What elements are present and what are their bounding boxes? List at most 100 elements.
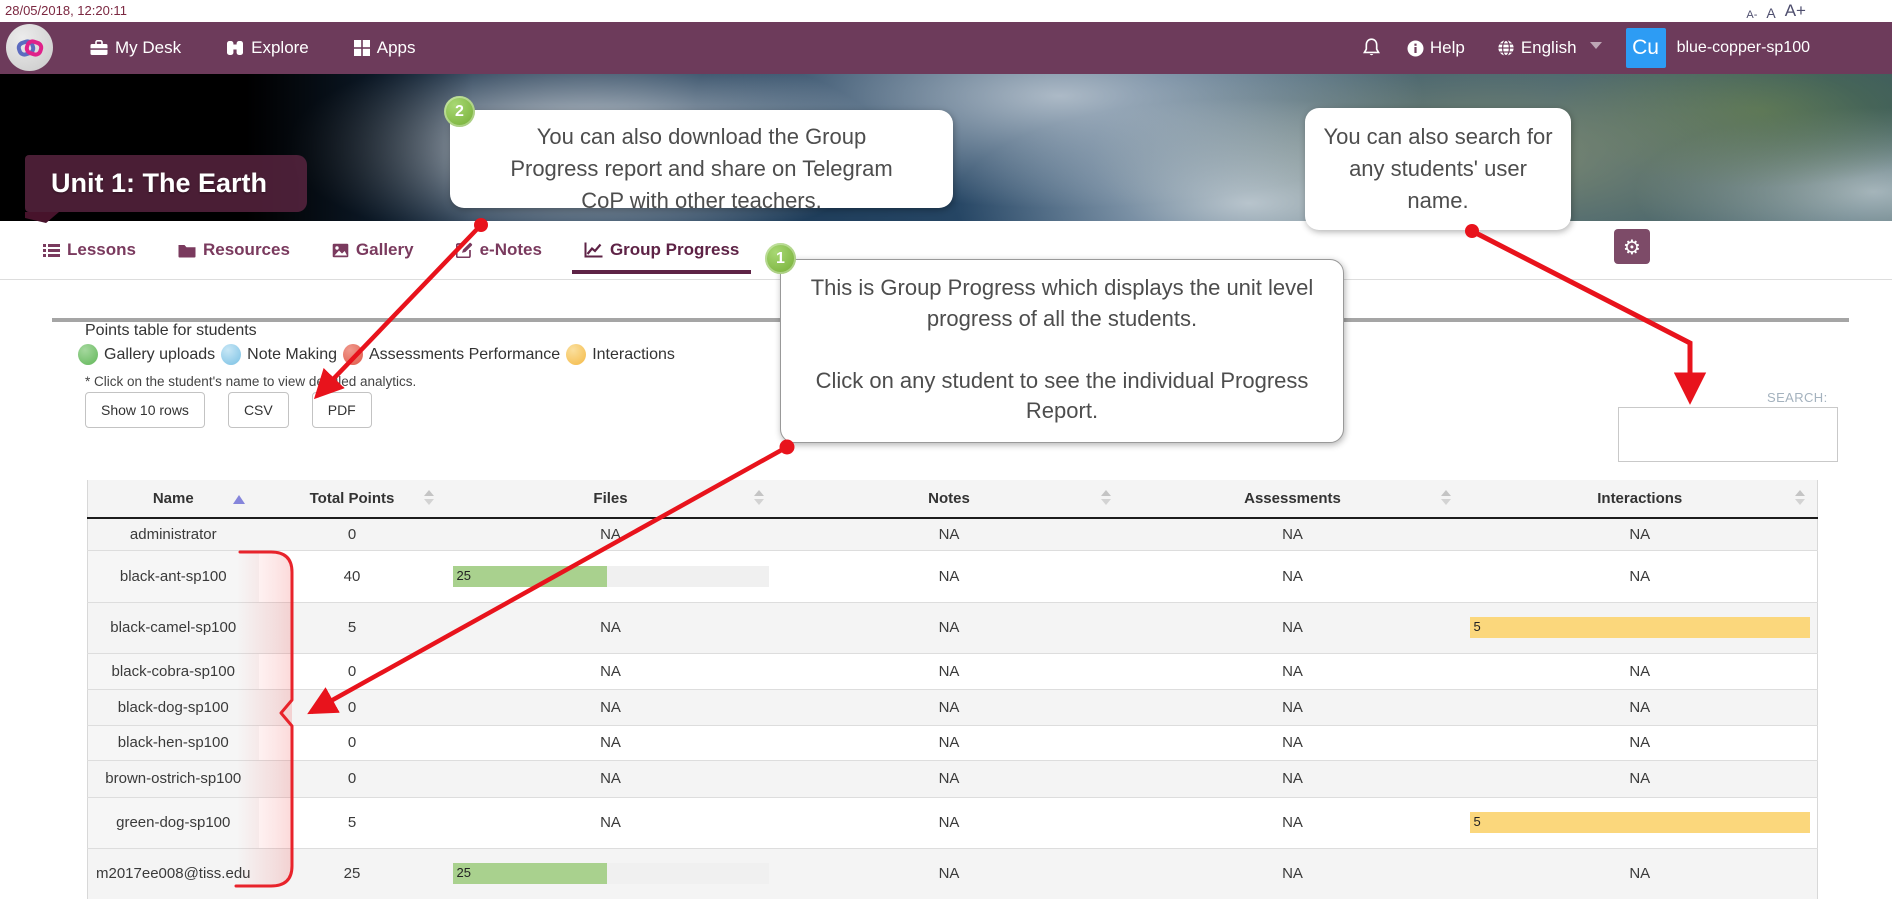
nav-item-my-desk[interactable]: My Desk xyxy=(90,38,181,58)
total-cell: 0 xyxy=(258,724,446,760)
csv-button[interactable]: CSV xyxy=(227,392,289,428)
settings-gear-button[interactable]: ⚙ xyxy=(1614,229,1650,264)
table-header-row: Name Total Points Files Notes Assessments Int… xyxy=(87,480,1818,519)
column-header-label: Assessments xyxy=(1244,490,1341,507)
notes-cell: NA xyxy=(775,847,1123,899)
table-row: green-dog-sp100 5 NA NA NA 5 xyxy=(87,796,1818,848)
student-name-link[interactable]: black-hen-sp100 xyxy=(87,724,259,760)
assessments-cell: NA xyxy=(1122,517,1463,550)
list-icon xyxy=(43,243,60,258)
assessments-cell: NA xyxy=(1122,796,1463,848)
tooltip-group-progress: This is Group Progress which displays th… xyxy=(780,259,1344,443)
show-10-rows-button[interactable]: Show 10 rows xyxy=(85,392,205,428)
tooltip-download-report: You can also download the Group Progress… xyxy=(450,110,953,213)
notes-cell: NA xyxy=(775,796,1123,848)
points-bar-track: 25 xyxy=(452,863,769,885)
tab-resources[interactable]: Resources xyxy=(166,221,302,279)
language-label: English xyxy=(1520,38,1577,57)
column-header-label: Interactions xyxy=(1597,490,1683,507)
column-header-files[interactable]: Files xyxy=(445,480,776,519)
sort-neutral-icon xyxy=(1440,489,1451,505)
total-cell: 5 xyxy=(258,796,446,848)
assessments-cell: NA xyxy=(1122,549,1463,602)
column-header-notes[interactable]: Notes xyxy=(775,480,1123,519)
legend-item-interactions: Interactions xyxy=(566,344,675,365)
user-avatar[interactable]: Cu xyxy=(1625,28,1666,68)
tooltip-group-progress-text-1: This is Group Progress which displays th… xyxy=(810,275,1314,331)
column-header-assessments[interactable]: Assessments xyxy=(1122,480,1463,519)
interactions-cell: NA xyxy=(1462,847,1818,899)
step-1-badge: 1 xyxy=(765,243,796,274)
interactions-cell: NA xyxy=(1462,759,1818,797)
student-name-link[interactable]: brown-ostrich-sp100 xyxy=(87,759,259,797)
table-row: m2017ee008@tiss.edu 25 25 NA NA NA xyxy=(87,847,1818,899)
page-timestamp: 28/05/2018, 12:20:11 xyxy=(5,3,127,18)
step-2-badge: 2 xyxy=(444,96,475,127)
tab-lessons[interactable]: Lessons xyxy=(31,221,148,279)
sort-neutral-icon xyxy=(423,489,434,505)
tab-gallery[interactable]: Gallery xyxy=(320,221,426,279)
section-title: Points table for students xyxy=(85,322,257,339)
column-header-total-points[interactable]: Total Points xyxy=(258,480,446,519)
legend-label: Assessments Performance xyxy=(369,345,561,363)
unit-title-ribbon: Unit 1: The Earth xyxy=(25,155,307,212)
assessments-cell: NA xyxy=(1122,652,1463,689)
nav-item-explore[interactable]: Explore xyxy=(226,38,309,58)
points-bar-green: 25 xyxy=(452,863,608,885)
column-header-interactions[interactable]: Interactions xyxy=(1462,480,1818,519)
nav-right-cluster: Help English Cu blue-copper-sp100 xyxy=(1362,22,1810,74)
student-name-link[interactable]: m2017ee008@tiss.edu xyxy=(87,847,259,899)
table-row: black-dog-sp100 0 NA NA NA NA xyxy=(87,688,1818,725)
tab-group-progress[interactable]: Group Progress xyxy=(571,221,752,279)
interactions-cell: NA xyxy=(1462,549,1818,602)
nav-menu: My Desk Explore Apps xyxy=(90,22,416,74)
font-normal-button[interactable]: A xyxy=(1766,5,1776,21)
language-selector[interactable]: English xyxy=(1497,38,1602,58)
student-name-link[interactable]: administrator xyxy=(87,517,259,550)
column-header-name[interactable]: Name xyxy=(87,480,259,519)
legend-item-note-making: Note Making xyxy=(221,344,337,365)
tab-label: Lessons xyxy=(67,240,136,259)
font-size-controls: A- A A+ xyxy=(1746,1,1806,21)
tab-e-notes[interactable]: e-Notes xyxy=(444,221,554,279)
table-row: black-ant-sp100 40 25 NA NA NA xyxy=(87,549,1818,602)
student-name-link[interactable]: green-dog-sp100 xyxy=(87,796,259,848)
interactions-points-bar-cell: 5 xyxy=(1462,796,1818,848)
nav-item-apps[interactable]: Apps xyxy=(353,38,416,58)
student-name-link[interactable]: black-cobra-sp100 xyxy=(87,652,259,689)
student-name-link[interactable]: black-ant-sp100 xyxy=(87,549,259,602)
files-cell: NA xyxy=(445,517,776,550)
help-link[interactable]: Help xyxy=(1407,38,1465,58)
pdf-button[interactable]: PDF xyxy=(311,392,372,428)
table-row: black-hen-sp100 0 NA NA NA NA xyxy=(87,724,1818,760)
tooltip-group-progress-text-2: Click on any student to see the individu… xyxy=(815,367,1309,424)
logo-knot-icon xyxy=(16,38,43,57)
files-cell: NA xyxy=(445,759,776,797)
sort-neutral-icon xyxy=(1795,489,1805,505)
legend-color-dot xyxy=(343,344,363,365)
image-icon xyxy=(332,243,349,258)
bell-icon[interactable] xyxy=(1362,38,1381,58)
table-row: brown-ostrich-sp100 0 NA NA NA NA xyxy=(87,759,1818,797)
table-actions: Show 10 rows CSV PDF xyxy=(85,392,372,428)
app-logo[interactable] xyxy=(6,24,53,71)
info-icon xyxy=(1407,40,1424,57)
unit-tabs: Lessons Resources Gallery e-Notes Group Prog… xyxy=(31,221,752,279)
globe-icon xyxy=(1497,39,1515,57)
notes-cell: NA xyxy=(775,601,1123,653)
chart-line-icon xyxy=(584,242,603,258)
binoculars-icon xyxy=(226,40,244,56)
files-cell: NA xyxy=(445,724,776,760)
search-input[interactable] xyxy=(1618,407,1838,462)
assessments-cell: NA xyxy=(1122,759,1463,797)
total-cell: 0 xyxy=(258,517,446,550)
notes-cell: NA xyxy=(775,652,1123,689)
font-smaller-button[interactable]: A- xyxy=(1746,9,1758,21)
student-name-link[interactable]: black-camel-sp100 xyxy=(87,601,259,653)
tab-label: Resources xyxy=(202,240,290,259)
nav-item-label: Apps xyxy=(376,38,416,57)
font-larger-button[interactable]: A+ xyxy=(1784,1,1806,20)
student-name-link[interactable]: black-dog-sp100 xyxy=(87,688,259,725)
total-cell: 5 xyxy=(258,601,446,653)
total-cell: 25 xyxy=(258,847,446,899)
